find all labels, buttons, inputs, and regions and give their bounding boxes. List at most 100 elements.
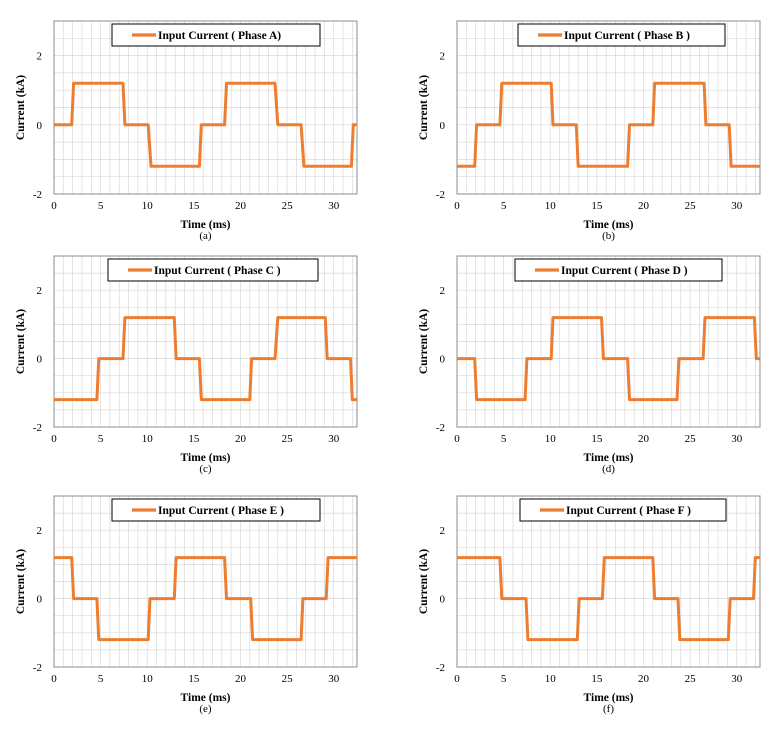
legend-label: Input Current ( Phase F ) [566, 505, 691, 517]
x-tick-label: 30 [328, 673, 340, 685]
y-tick-label: 0 [37, 354, 43, 366]
legend-box [111, 498, 321, 522]
legend-box [514, 258, 723, 282]
legend-label: Input Current ( Phase C ) [154, 265, 281, 277]
x-tick-label: 15 [591, 673, 603, 685]
x-tick-label: 30 [328, 433, 340, 445]
legend-box [519, 498, 727, 522]
legend-label: Input Current ( Phase B ) [564, 30, 690, 42]
legend-box [111, 23, 321, 47]
series-line [457, 316, 760, 402]
y-axis-label: Current (kA) [15, 549, 27, 614]
chart-panel: 0 5 10 15 20 25 30 -2 0 2 Time (ms) Current (kA) (f)… [418, 495, 761, 715]
x-tick-label: 10 [545, 673, 557, 685]
plot-area [456, 20, 761, 195]
x-tick-label: 5 [501, 673, 507, 685]
panel-label: (d) [602, 463, 615, 475]
chart-panel: 0 5 10 15 20 25 30 -2 0 2 Time (ms) Current (kA) (c)… [15, 255, 358, 475]
x-tick-label: 30 [731, 200, 743, 212]
y-axis-label: Current (kA) [418, 549, 430, 614]
y-tick-label: 2 [440, 285, 446, 297]
series-line [54, 81, 357, 168]
x-tick-label: 25 [685, 433, 697, 445]
x-tick-label: 20 [235, 433, 247, 445]
y-tick-label: 0 [37, 594, 43, 606]
x-tick-label: 15 [591, 433, 603, 445]
x-axis-label: Time (ms) [584, 452, 634, 464]
y-axis-label: Current (kA) [15, 75, 27, 140]
panel-label: (e) [199, 703, 212, 715]
y-axis-label: Current (kA) [418, 75, 430, 140]
chart-panel: 0 5 10 15 20 25 30 -2 0 2 Time (ms) Current (kA) (b)… [418, 20, 761, 242]
x-tick-label: 30 [328, 200, 340, 212]
y-axis-label: Current (kA) [418, 309, 430, 374]
y-axis-label: Current (kA) [15, 309, 27, 374]
y-tick-label: 0 [440, 594, 446, 606]
x-tick-label: 0 [454, 433, 460, 445]
series-line [457, 556, 760, 642]
legend: Input Current ( Phase A) [111, 23, 321, 47]
x-tick-label: 5 [98, 433, 104, 445]
x-tick-label: 0 [51, 433, 57, 445]
y-tick-label: 2 [440, 525, 446, 537]
series-line [54, 316, 357, 402]
series-line [457, 81, 760, 168]
x-tick-label: 15 [188, 673, 200, 685]
x-tick-label: 0 [51, 673, 57, 685]
x-tick-label: 0 [454, 200, 460, 212]
legend: Input Current ( Phase C ) [107, 258, 319, 282]
y-tick-label: 2 [440, 51, 446, 63]
plot-area [456, 255, 761, 428]
legend-box [517, 23, 726, 47]
x-tick-label: 20 [638, 200, 650, 212]
y-tick-label: 2 [37, 525, 43, 537]
x-tick-label: 30 [731, 673, 743, 685]
y-tick-label: -2 [33, 189, 42, 201]
plot-area [456, 495, 761, 668]
x-tick-label: 20 [638, 433, 650, 445]
x-axis-label: Time (ms) [181, 692, 231, 704]
legend-label: Input Current ( Phase D ) [561, 265, 688, 277]
panel-label: (f) [603, 703, 614, 715]
x-tick-label: 25 [282, 673, 294, 685]
legend: Input Current ( Phase D ) [514, 258, 723, 282]
x-tick-label: 15 [188, 433, 200, 445]
x-tick-label: 15 [591, 200, 603, 212]
x-tick-label: 25 [282, 433, 294, 445]
plot-area [53, 20, 358, 195]
x-tick-label: 10 [142, 673, 154, 685]
y-tick-label: 0 [37, 120, 43, 132]
chart-panel: 0 5 10 15 20 25 30 -2 0 2 Time (ms) Current (kA) (e)… [15, 495, 358, 715]
x-axis-label: Time (ms) [584, 692, 634, 704]
panel-label: (b) [602, 230, 615, 242]
x-axis-label: Time (ms) [181, 219, 231, 231]
y-tick-label: 0 [440, 120, 446, 132]
y-tick-label: 0 [440, 354, 446, 366]
x-tick-label: 10 [545, 433, 557, 445]
plot-area [53, 255, 358, 428]
chart-panel: 0 5 10 15 20 25 30 -2 0 2 Time (ms) Current (kA) (a)… [15, 20, 358, 242]
legend: Input Current ( Phase E ) [111, 498, 321, 522]
x-tick-label: 20 [638, 673, 650, 685]
x-tick-label: 20 [235, 673, 247, 685]
y-tick-label: -2 [436, 422, 445, 434]
x-tick-label: 10 [545, 200, 557, 212]
x-tick-label: 10 [142, 200, 154, 212]
x-tick-label: 10 [142, 433, 154, 445]
x-tick-label: 25 [685, 673, 697, 685]
legend: Input Current ( Phase B ) [517, 23, 726, 47]
x-axis-label: Time (ms) [181, 452, 231, 464]
x-tick-label: 0 [454, 673, 460, 685]
panel-label: (c) [199, 463, 212, 475]
x-tick-label: 5 [501, 433, 507, 445]
series-line [54, 556, 357, 642]
x-tick-label: 5 [501, 200, 507, 212]
x-tick-label: 0 [51, 200, 57, 212]
x-tick-label: 30 [731, 433, 743, 445]
y-tick-label: -2 [436, 662, 445, 674]
plot-area [53, 495, 358, 668]
y-tick-label: 2 [37, 285, 43, 297]
legend-box [107, 258, 319, 282]
chart-panel: 0 5 10 15 20 25 30 -2 0 2 Time (ms) Current (kA) (d)… [418, 255, 761, 475]
